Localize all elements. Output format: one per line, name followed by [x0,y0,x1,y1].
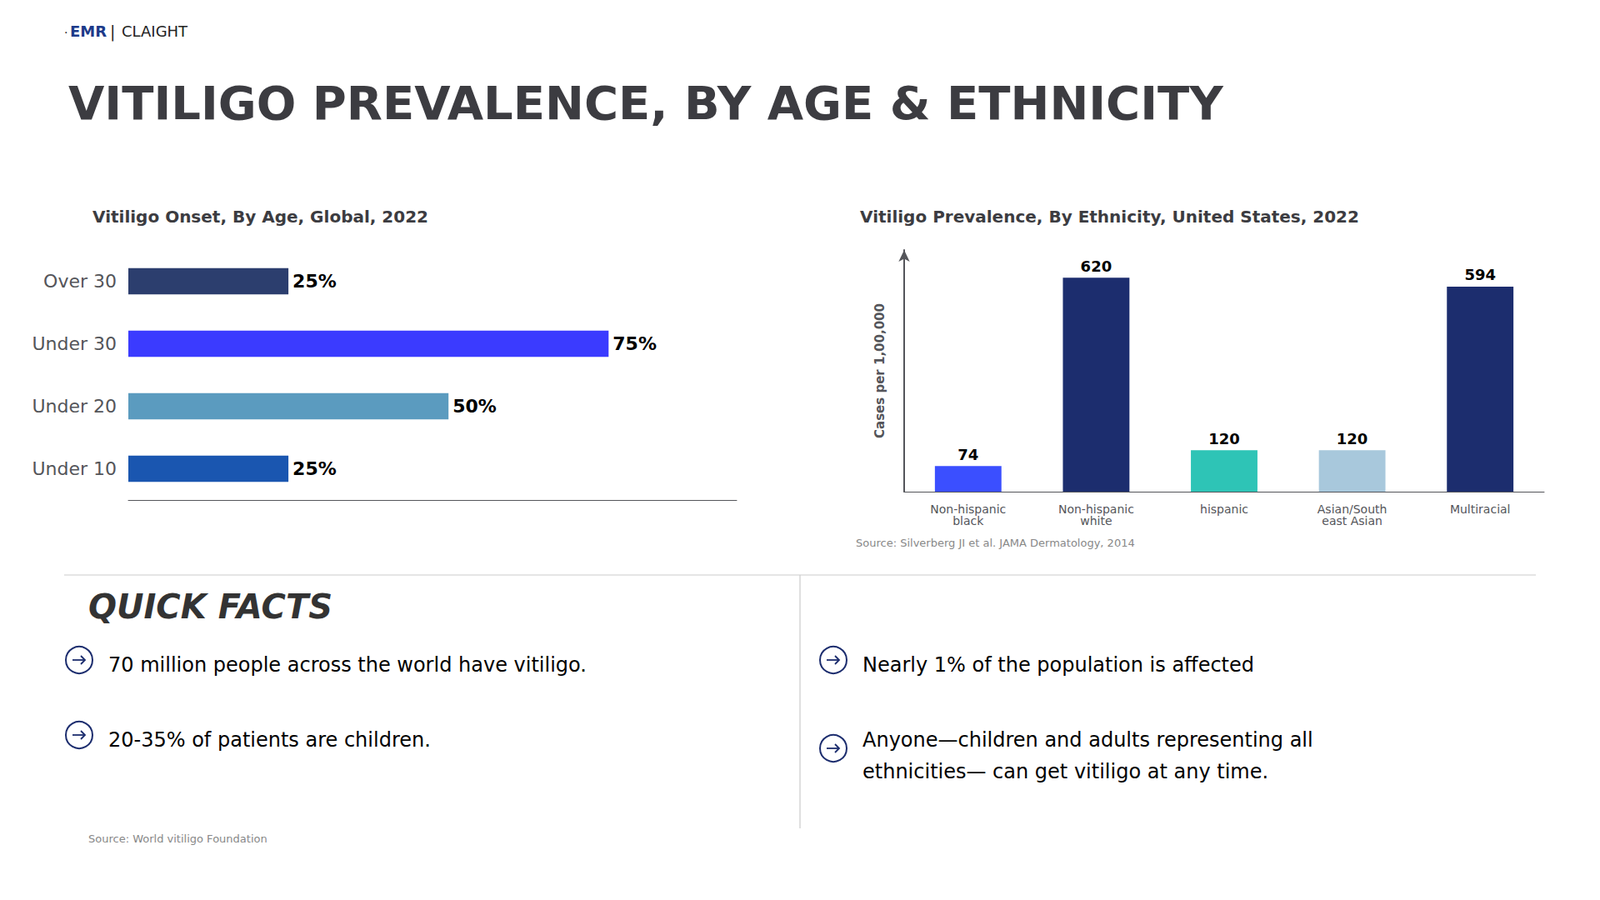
svg-text:black: black [952,514,985,528]
svg-text:|: | [110,22,115,42]
svg-text:74: 74 [957,445,979,464]
svg-text:CLAIGHT: CLAIGHT [121,22,189,40]
svg-text:Anyone—children and adults rep: Anyone—children and adults representing … [862,728,1314,752]
svg-text:594: 594 [1464,265,1496,284]
svg-text:50%: 50% [452,395,497,417]
svg-text:Non-hispanic: Non-hispanic [930,502,1007,516]
svg-text:Vitiligo Prevalence, By Ethnic: Vitiligo Prevalence, By Ethnicity, Unite… [860,206,1360,227]
svg-text:hispanic: hispanic [1200,502,1249,516]
svg-text:20-35% of patients are childre: 20-35% of patients are children. [108,728,431,752]
svg-text:120: 120 [1336,430,1369,448]
svg-text:25%: 25% [292,458,337,480]
svg-text:25%: 25% [292,270,337,292]
svg-text:Nearly 1% of the population is: Nearly 1% of the population is affected [862,653,1255,677]
svg-text:620: 620 [1080,257,1113,275]
svg-text:Multiracial: Multiracial [1450,502,1511,516]
svg-text:70 million people across the w: 70 million people across the world have … [108,653,587,677]
svg-text:Source: Silverberg JI et al. J: Source: Silverberg JI et al. JAMA Dermat… [855,536,1135,550]
svg-text:Under 10: Under 10 [31,458,117,480]
svg-text:VITILIGO PREVALENCE, BY AGE &: VITILIGO PREVALENCE, BY AGE & ETHNICITY [68,75,1225,130]
svg-text:Under 30: Under 30 [31,333,117,355]
svg-text:east Asian: east Asian [1321,514,1383,528]
svg-text:QUICK FACTS: QUICK FACTS [88,587,333,626]
svg-text:Non-hispanic: Non-hispanic [1058,502,1135,516]
svg-text:75%: 75% [612,333,657,355]
svg-text:120: 120 [1208,430,1240,448]
svg-text:Vitiligo Onset, By Age, Global: Vitiligo Onset, By Age, Global, 2022 [92,206,429,227]
svg-text:Asian/South: Asian/South [1317,502,1387,516]
svg-text:Source: World vitiligo Foundat: Source: World vitiligo Foundation [88,832,268,845]
svg-text:EMR: EMR [70,22,107,40]
svg-text:Over 30: Over 30 [43,270,117,292]
svg-text:ethnicities— can get vitiligo: ethnicities— can get vitiligo at any tim… [862,760,1269,784]
svg-text:Under 20: Under 20 [31,395,117,417]
svg-text:.: . [64,22,68,36]
svg-text:Cases per 1,00,000: Cases per 1,00,000 [872,303,888,439]
svg-text:white: white [1080,514,1112,528]
